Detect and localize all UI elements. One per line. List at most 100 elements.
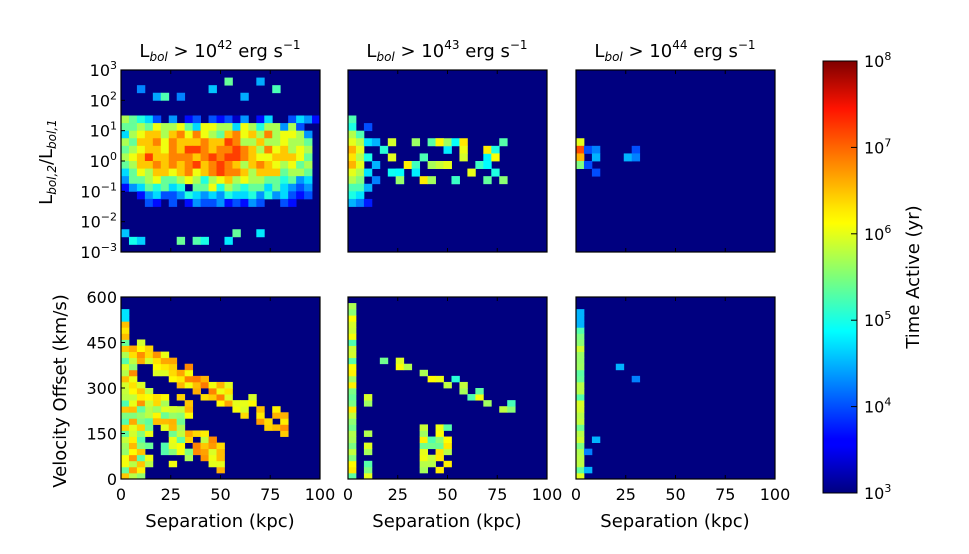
heatmap-cell bbox=[144, 345, 154, 352]
heatmap-cell bbox=[136, 191, 146, 200]
heatmap-cell bbox=[168, 418, 178, 425]
heatmap-cell bbox=[121, 388, 130, 395]
heatmap-cell bbox=[256, 418, 265, 425]
heatmap-cell bbox=[427, 436, 436, 443]
heatmap-cell bbox=[348, 424, 357, 431]
heatmap-cell bbox=[583, 448, 593, 456]
heatmap-cell bbox=[256, 138, 265, 147]
heatmap-cell bbox=[576, 315, 585, 322]
heatmap-cell bbox=[168, 191, 178, 200]
heatmap-cell bbox=[144, 388, 154, 395]
heatmap-cell bbox=[576, 327, 585, 334]
heatmap-cell bbox=[224, 168, 233, 177]
heatmap-cell bbox=[208, 130, 217, 139]
heatmap-cell bbox=[121, 176, 130, 185]
heatmap-cell bbox=[363, 472, 373, 480]
heatmap-cell bbox=[176, 191, 186, 200]
heatmap-cell bbox=[576, 430, 585, 437]
heatmap-cell bbox=[216, 130, 225, 139]
heatmap-cell bbox=[136, 448, 146, 456]
heatmap-cell bbox=[160, 448, 170, 456]
heatmap-cell bbox=[160, 153, 170, 162]
heatmap-cell bbox=[224, 77, 233, 86]
x-tick-label: 75 bbox=[487, 485, 507, 504]
heatmap-cell bbox=[304, 115, 313, 124]
heatmap-cell bbox=[200, 375, 209, 383]
heatmap-cell bbox=[160, 406, 170, 413]
x-tick-label: 25 bbox=[161, 485, 181, 504]
heatmap-cell bbox=[128, 442, 138, 450]
y-tick-label: 10−1 bbox=[80, 180, 117, 201]
heatmap-cell bbox=[248, 168, 257, 177]
heatmap-cell bbox=[363, 394, 373, 401]
heatmap-cell bbox=[232, 115, 241, 124]
heatmap-cell bbox=[200, 430, 209, 437]
heatmap-cell bbox=[176, 168, 186, 177]
x-axis-label-2: Separation (kpc) bbox=[372, 511, 521, 532]
heatmap-cell bbox=[121, 436, 130, 443]
heatmap-cell bbox=[184, 145, 194, 154]
heatmap-cell bbox=[136, 381, 146, 389]
heatmap-cell bbox=[304, 191, 313, 200]
heatmap-cell bbox=[272, 424, 281, 431]
heatmap-cell bbox=[248, 183, 257, 192]
heatmap-cell bbox=[348, 333, 357, 340]
heatmap-cell bbox=[136, 436, 146, 443]
heatmap-cell bbox=[280, 168, 289, 177]
heatmap-cell bbox=[176, 424, 186, 431]
heatmap-cell bbox=[152, 357, 162, 365]
heatmap-cell bbox=[168, 145, 178, 154]
heatmap-cell bbox=[152, 363, 162, 371]
heatmap-cell bbox=[200, 448, 209, 456]
heatmap-cell bbox=[200, 161, 209, 169]
heatmap-cell bbox=[256, 123, 265, 132]
heatmap-cell bbox=[256, 130, 265, 139]
heatmap-cell bbox=[121, 153, 130, 162]
heatmap-cell bbox=[280, 138, 289, 147]
heatmap-cell bbox=[224, 176, 233, 185]
heatmap-cell bbox=[296, 168, 305, 177]
heatmap-cell bbox=[576, 345, 585, 352]
heatmap-cell bbox=[576, 466, 585, 474]
heatmap-cell bbox=[144, 357, 154, 365]
heatmap-cell bbox=[208, 138, 217, 147]
heatmap-cell bbox=[288, 161, 297, 169]
heatmap-cell bbox=[128, 466, 138, 474]
heatmap-cell bbox=[583, 145, 593, 154]
heatmap-cell bbox=[296, 145, 305, 154]
heatmap-cell bbox=[280, 424, 289, 431]
heatmap-cell bbox=[256, 412, 265, 419]
heatmap-cell bbox=[121, 363, 130, 371]
heatmap-cell bbox=[121, 309, 130, 316]
heatmap-cell bbox=[256, 168, 265, 177]
heatmap-cell bbox=[348, 327, 357, 334]
heatmap-cell bbox=[576, 321, 585, 328]
x-tick-label: 75 bbox=[260, 485, 280, 504]
heatmap-cell bbox=[176, 436, 186, 443]
heatmap-cell bbox=[136, 418, 146, 425]
heatmap-cell bbox=[491, 145, 500, 154]
heatmap-cell bbox=[200, 145, 209, 154]
heatmap-cell bbox=[200, 138, 209, 147]
heatmap-cell bbox=[121, 115, 130, 124]
heatmap-cell bbox=[363, 168, 373, 177]
heatmap-cell bbox=[435, 466, 444, 474]
heatmap-cell bbox=[128, 145, 138, 154]
heatmap-cell bbox=[192, 115, 201, 124]
heatmap-cell bbox=[272, 130, 281, 139]
heatmap-cell bbox=[208, 381, 217, 389]
heatmap-cell bbox=[240, 400, 249, 407]
heatmap-cell bbox=[256, 229, 265, 238]
heatmap-cell bbox=[280, 418, 289, 425]
heatmap-cell bbox=[176, 153, 186, 162]
heatmap-cell bbox=[296, 191, 305, 200]
heatmap-cell bbox=[121, 183, 130, 192]
heatmap-cell bbox=[128, 460, 138, 468]
heatmap-cell bbox=[200, 236, 209, 245]
heatmap-cell bbox=[224, 153, 233, 162]
heatmap-cell bbox=[427, 375, 436, 383]
heatmap-cell bbox=[224, 183, 233, 192]
heatmap-cell bbox=[355, 153, 365, 162]
heatmap-cell bbox=[192, 161, 201, 169]
heatmap-cell bbox=[264, 153, 273, 162]
